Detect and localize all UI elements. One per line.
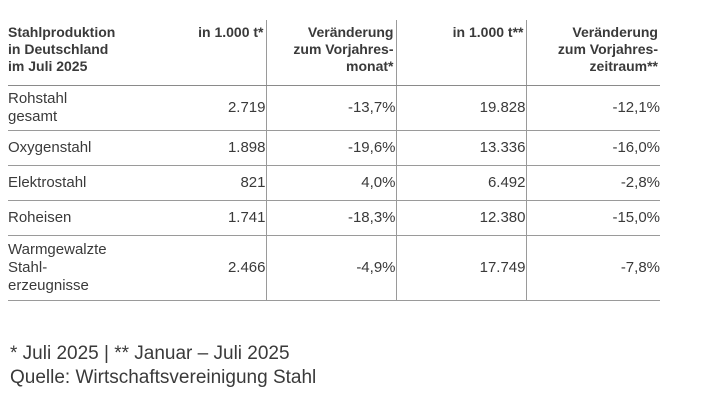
steel-production-table: Stahlproduktion in Deutschland im Juli 2…	[8, 20, 660, 301]
header-monthly-volume: in 1.000 t*	[136, 20, 267, 86]
steel-production-table-wrapper: Stahlproduktion in Deutschland im Juli 2…	[8, 20, 660, 301]
footnote-periods: * Juli 2025 | ** Januar – Juli 2025	[10, 343, 290, 364]
header-ytd-change: Veränderung zum Vorjahres- zeitraum**	[526, 20, 660, 86]
header-monthly-change: Veränderung zum Vorjahres- monat*	[266, 20, 397, 86]
cell-ytd-volume: 6.492	[396, 165, 527, 201]
cell-ytd-change: -7,8%	[526, 235, 660, 301]
cell-monthly-volume: 1.741	[136, 200, 267, 236]
row-label: Oxygenstahl	[8, 130, 136, 166]
cell-ytd-change: -15,0%	[526, 200, 660, 236]
cell-ytd-volume: 19.828	[396, 85, 527, 131]
cell-monthly-volume: 2.466	[136, 235, 267, 301]
cell-ytd-volume: 17.749	[396, 235, 527, 301]
header-ytd-volume: in 1.000 t**	[396, 20, 527, 86]
cell-monthly-volume: 821	[136, 165, 267, 201]
cell-monthly-volume: 1.898	[136, 130, 267, 166]
cell-ytd-change: -16,0%	[526, 130, 660, 166]
cell-monthly-change: -4,9%	[266, 235, 397, 301]
cell-monthly-change: -13,7%	[266, 85, 397, 131]
row-label: Warmgewalzte Stahl- erzeugnisse	[8, 235, 136, 301]
row-label: Roheisen	[8, 200, 136, 236]
header-row: Stahlproduktion in Deutschland im Juli 2…	[8, 20, 660, 86]
cell-ytd-volume: 12.380	[396, 200, 527, 236]
table-body: Rohstahl gesamt 2.719 -13,7% 19.828 -12,…	[8, 85, 660, 301]
cell-ytd-change: -12,1%	[526, 85, 660, 131]
footnote-source: Quelle: Wirtschaftsvereinigung Stahl	[10, 367, 317, 388]
cell-monthly-change: -18,3%	[266, 200, 397, 236]
cell-monthly-change: 4,0%	[266, 165, 397, 201]
footnote: * Juli 2025 | ** Januar – Juli 2025 Quel…	[10, 342, 316, 390]
table-row: Oxygenstahl 1.898 -19,6% 13.336 -16,0%	[8, 130, 660, 166]
table-row: Roheisen 1.741 -18,3% 12.380 -15,0%	[8, 200, 660, 236]
cell-ytd-change: -2,8%	[526, 165, 660, 201]
table-row: Warmgewalzte Stahl- erzeugnisse 2.466 -4…	[8, 235, 660, 301]
cell-monthly-volume: 2.719	[136, 85, 267, 131]
row-label: Elektrostahl	[8, 165, 136, 201]
cell-ytd-volume: 13.336	[396, 130, 527, 166]
table-row: Elektrostahl 821 4,0% 6.492 -2,8%	[8, 165, 660, 201]
header-category: Stahlproduktion in Deutschland im Juli 2…	[8, 20, 136, 86]
table-row: Rohstahl gesamt 2.719 -13,7% 19.828 -12,…	[8, 85, 660, 131]
row-label: Rohstahl gesamt	[8, 85, 136, 131]
cell-monthly-change: -19,6%	[266, 130, 397, 166]
table-header: Stahlproduktion in Deutschland im Juli 2…	[8, 20, 660, 86]
